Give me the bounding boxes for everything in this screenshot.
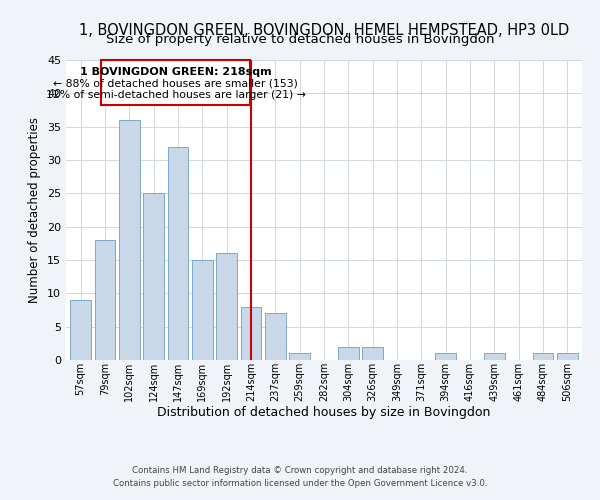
Text: Size of property relative to detached houses in Bovingdon: Size of property relative to detached ho… bbox=[106, 32, 494, 46]
Text: ← 88% of detached houses are smaller (153): ← 88% of detached houses are smaller (15… bbox=[53, 78, 298, 88]
Bar bbox=[265, 314, 286, 360]
Bar bbox=[338, 346, 359, 360]
Bar bbox=[95, 240, 115, 360]
Bar bbox=[143, 194, 164, 360]
Text: 12% of semi-detached houses are larger (21) →: 12% of semi-detached houses are larger (… bbox=[46, 90, 305, 100]
Y-axis label: Number of detached properties: Number of detached properties bbox=[28, 117, 41, 303]
Bar bbox=[119, 120, 140, 360]
Bar bbox=[557, 354, 578, 360]
Bar bbox=[70, 300, 91, 360]
Bar bbox=[533, 354, 553, 360]
Bar bbox=[362, 346, 383, 360]
Bar bbox=[241, 306, 262, 360]
X-axis label: Distribution of detached houses by size in Bovingdon: Distribution of detached houses by size … bbox=[157, 406, 491, 420]
Bar bbox=[101, 60, 250, 106]
Text: 1 BOVINGDON GREEN: 218sqm: 1 BOVINGDON GREEN: 218sqm bbox=[80, 68, 271, 78]
Bar bbox=[167, 146, 188, 360]
Title: 1, BOVINGDON GREEN, BOVINGDON, HEMEL HEMPSTEAD, HP3 0LD: 1, BOVINGDON GREEN, BOVINGDON, HEMEL HEM… bbox=[79, 23, 569, 38]
Bar bbox=[216, 254, 237, 360]
Bar bbox=[436, 354, 456, 360]
Bar bbox=[192, 260, 212, 360]
Bar bbox=[289, 354, 310, 360]
Bar bbox=[484, 354, 505, 360]
Text: Contains HM Land Registry data © Crown copyright and database right 2024.
Contai: Contains HM Land Registry data © Crown c… bbox=[113, 466, 487, 487]
